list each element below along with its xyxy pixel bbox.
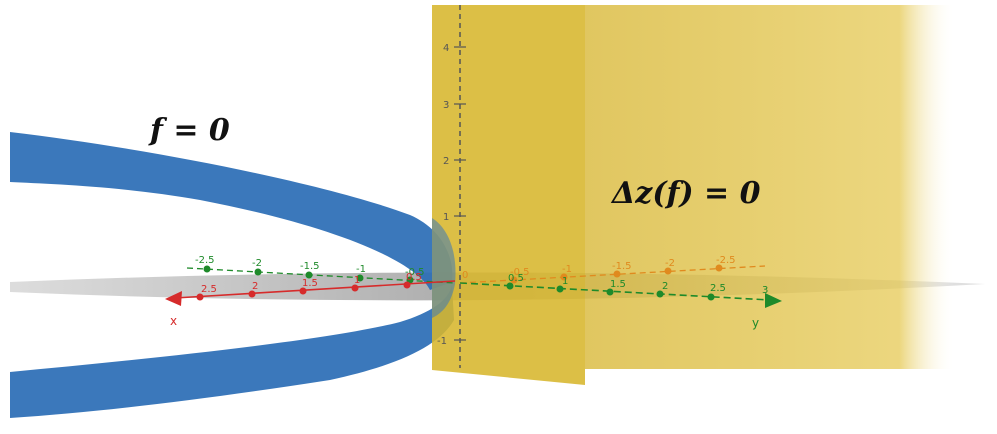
y-axis-arrowhead — [765, 293, 782, 308]
y-tick-point — [506, 282, 514, 290]
z-tick-label: 1 — [443, 212, 449, 223]
origin-label: 0 — [462, 270, 468, 281]
z-tick-label: -1 — [437, 336, 447, 347]
x-tick-label: 2.5 — [201, 284, 217, 295]
y-tick-label: 1.5 — [610, 279, 626, 290]
y-tick-label: 1 — [562, 276, 568, 287]
y-tick-label: 2.5 — [710, 283, 726, 294]
y-negative-tick-point — [560, 273, 568, 281]
label-delta-z-f-equals-zero: Δz(f) = 0 — [610, 176, 761, 211]
x-tick-label: 1.5 — [302, 278, 318, 289]
z-tick-label: 4 — [443, 43, 449, 54]
x-tick-point — [196, 293, 204, 301]
x-negative-tick-point — [305, 271, 313, 279]
y-tick-point — [606, 288, 614, 296]
x-axis-arrowhead — [165, 291, 182, 306]
y-tick-label: 2 — [662, 281, 668, 292]
y-tick-point — [707, 293, 715, 301]
y-negative-tick-point — [715, 264, 723, 272]
x-tick-point — [248, 290, 256, 298]
y-tick-label: 3 — [762, 285, 768, 296]
x-negative-tick-label: -0.5 — [405, 267, 425, 278]
surface-delta-back-panel[interactable] — [585, 5, 955, 369]
z-tick-label: 3 — [443, 100, 449, 111]
x-tick-point — [299, 287, 307, 295]
x-tick-point — [403, 281, 411, 289]
y-negative-tick-label: -1 — [562, 264, 572, 275]
y-negative-tick-point — [510, 276, 518, 284]
x-tick-label: 0.5 — [406, 272, 422, 283]
x-tick-label: 1 — [354, 275, 360, 286]
surface-f-tip — [432, 218, 456, 318]
y-axis — [459, 282, 771, 301]
y-tick-point — [556, 285, 564, 293]
x-negative-tick-label: -1.5 — [300, 261, 320, 272]
y-axis-label: y — [752, 316, 759, 330]
y-negative-tick-point — [664, 267, 672, 275]
surface-delta-front-panel[interactable] — [432, 5, 585, 385]
y-tick-label: 0.5 — [508, 273, 524, 284]
x-negative-tick-point — [203, 265, 211, 273]
x-tick-label: 2 — [252, 281, 258, 292]
surface-f-lower-band[interactable] — [10, 284, 454, 418]
x-axis-label: x — [170, 314, 177, 328]
y-negative-tick-point — [613, 270, 621, 278]
y-negative-tick-label: -1.5 — [612, 261, 632, 272]
y-tick-point — [656, 290, 664, 298]
label-f-equals-zero: f = 0 — [148, 113, 230, 148]
x-negative-tick-label: -2.5 — [195, 255, 215, 266]
y-negative-tick-label: -0.5 — [510, 267, 530, 278]
y-negative-tick-label: -2.5 — [716, 255, 736, 266]
x-tick-point — [351, 284, 359, 292]
x-negative-tick-point — [254, 268, 262, 276]
surface-f-upper-band[interactable] — [10, 132, 453, 290]
x-negative-tick-label: -1 — [356, 264, 366, 275]
x-negative-tick-label: -2 — [252, 258, 262, 269]
y-negative-tick-label: -2 — [665, 258, 675, 269]
z-tick-label: 2 — [443, 156, 449, 167]
z-axis-ticks — [454, 46, 466, 341]
x-negative-tick-point — [356, 274, 364, 282]
